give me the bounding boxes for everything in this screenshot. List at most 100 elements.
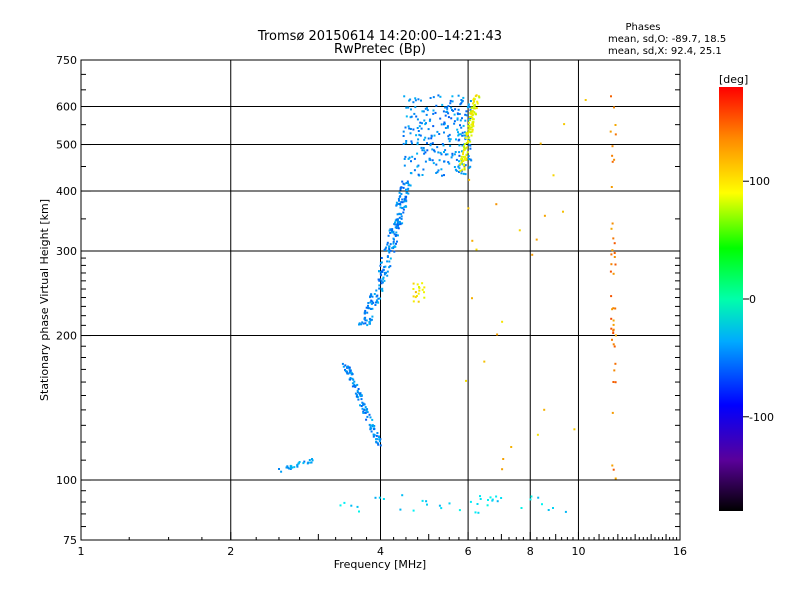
data-point <box>461 150 463 153</box>
colorbar-tick-label: -100 <box>749 411 774 424</box>
data-point <box>403 95 406 98</box>
data-point <box>393 238 395 241</box>
data-point <box>373 427 376 430</box>
data-point <box>444 127 447 129</box>
data-point <box>362 411 365 414</box>
data-point <box>468 143 471 146</box>
data-point <box>531 253 534 256</box>
data-point <box>437 94 440 97</box>
data-point <box>417 292 420 295</box>
data-point <box>353 380 356 383</box>
data-point <box>394 235 397 237</box>
data-point <box>611 249 614 252</box>
data-point <box>447 161 450 164</box>
data-point <box>383 279 386 282</box>
data-point <box>612 468 615 471</box>
data-point <box>355 395 358 398</box>
data-point <box>387 234 390 237</box>
data-point <box>401 494 404 497</box>
y-tick-label: 300 <box>56 245 77 258</box>
data-point <box>380 280 383 283</box>
data-point <box>465 379 467 382</box>
data-point <box>449 102 452 105</box>
data-point <box>380 261 383 264</box>
data-point <box>611 308 614 311</box>
data-point <box>377 442 379 445</box>
data-point <box>440 168 443 171</box>
data-point <box>417 173 420 176</box>
y-tick-label: 400 <box>56 185 77 198</box>
data-point <box>388 246 391 249</box>
data-point <box>563 123 566 126</box>
data-point <box>405 115 408 118</box>
colorbar <box>719 87 743 511</box>
data-point <box>543 214 546 217</box>
data-point <box>412 282 415 285</box>
data-point <box>360 323 362 326</box>
data-point <box>457 165 460 168</box>
data-point <box>470 112 473 115</box>
data-point <box>401 180 404 183</box>
data-point <box>389 231 392 234</box>
data-point <box>479 495 481 498</box>
data-point <box>446 106 448 109</box>
data-point <box>402 130 405 133</box>
data-point <box>454 151 457 153</box>
data-point <box>420 127 423 130</box>
data-point <box>414 97 417 100</box>
data-point <box>399 508 402 511</box>
y-tick-label: 500 <box>56 139 77 152</box>
data-point <box>395 227 398 229</box>
data-point <box>371 307 374 310</box>
data-point <box>375 299 378 302</box>
data-point <box>400 193 403 195</box>
data-point <box>541 503 543 506</box>
data-point <box>381 281 384 284</box>
data-point <box>380 274 383 277</box>
data-point <box>614 381 617 384</box>
data-point <box>441 143 444 145</box>
data-point <box>309 461 312 464</box>
data-point <box>378 284 381 287</box>
data-point <box>360 405 363 407</box>
data-point <box>388 251 391 254</box>
data-point <box>346 365 349 368</box>
data-point <box>349 377 352 379</box>
data-point <box>443 174 445 177</box>
data-point <box>460 126 463 129</box>
data-point <box>381 287 384 290</box>
data-point <box>410 108 412 111</box>
data-point <box>440 153 443 156</box>
data-point <box>465 114 468 117</box>
data-point <box>409 116 412 119</box>
data-point <box>449 138 452 141</box>
data-point <box>396 222 399 225</box>
data-point <box>471 121 474 124</box>
data-point <box>381 270 383 273</box>
data-point <box>428 158 431 161</box>
phases-x-stats: mean, sd,X: 92.4, 25.1 <box>608 46 722 57</box>
data-point <box>409 172 412 174</box>
data-point <box>610 186 613 188</box>
data-point <box>436 146 439 149</box>
data-point <box>384 265 387 268</box>
data-point <box>469 106 472 109</box>
data-point <box>463 146 466 148</box>
data-point <box>468 124 471 127</box>
data-point <box>361 407 364 410</box>
data-point <box>412 128 415 131</box>
data-point <box>447 105 450 108</box>
data-point <box>356 396 359 399</box>
data-point <box>367 307 370 310</box>
data-point <box>610 263 613 266</box>
data-point <box>363 317 366 319</box>
data-point <box>407 125 410 128</box>
data-point <box>475 113 477 116</box>
data-point <box>456 128 459 131</box>
data-point <box>358 322 361 325</box>
data-point <box>465 110 468 113</box>
data-point <box>370 293 373 296</box>
data-point <box>458 113 461 115</box>
data-point <box>353 383 356 386</box>
